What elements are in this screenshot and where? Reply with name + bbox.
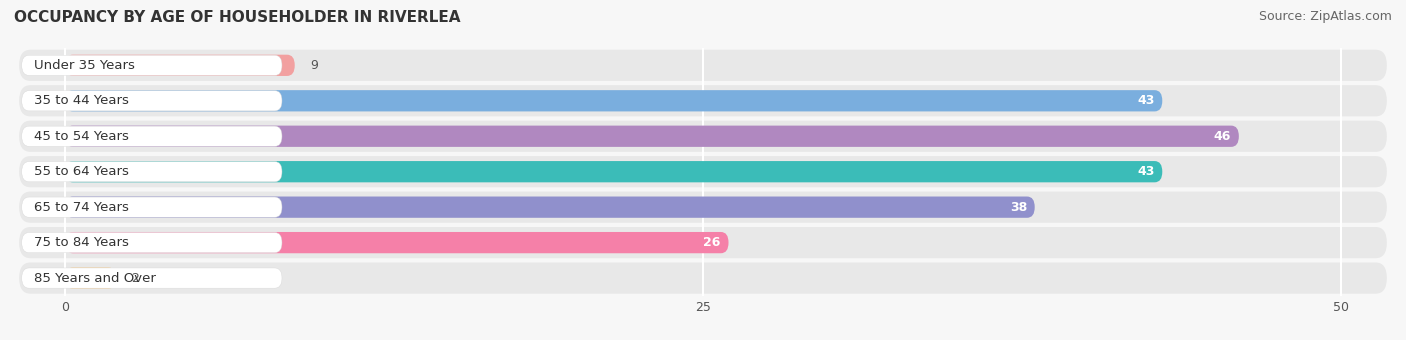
- FancyBboxPatch shape: [20, 227, 1386, 258]
- FancyBboxPatch shape: [20, 191, 1386, 223]
- FancyBboxPatch shape: [21, 91, 283, 111]
- FancyBboxPatch shape: [65, 55, 295, 76]
- FancyBboxPatch shape: [20, 156, 1386, 187]
- Text: Source: ZipAtlas.com: Source: ZipAtlas.com: [1258, 10, 1392, 23]
- FancyBboxPatch shape: [21, 268, 283, 288]
- FancyBboxPatch shape: [65, 90, 1163, 112]
- Text: 55 to 64 Years: 55 to 64 Years: [35, 165, 129, 178]
- FancyBboxPatch shape: [65, 197, 1035, 218]
- FancyBboxPatch shape: [21, 55, 283, 75]
- Text: OCCUPANCY BY AGE OF HOUSEHOLDER IN RIVERLEA: OCCUPANCY BY AGE OF HOUSEHOLDER IN RIVER…: [14, 10, 461, 25]
- Text: 45 to 54 Years: 45 to 54 Years: [35, 130, 129, 143]
- Text: 85 Years and Over: 85 Years and Over: [35, 272, 156, 285]
- FancyBboxPatch shape: [20, 50, 1386, 81]
- Text: 43: 43: [1137, 94, 1154, 107]
- Text: 75 to 84 Years: 75 to 84 Years: [35, 236, 129, 249]
- Text: 26: 26: [703, 236, 721, 249]
- FancyBboxPatch shape: [65, 125, 1239, 147]
- FancyBboxPatch shape: [21, 126, 283, 146]
- FancyBboxPatch shape: [20, 85, 1386, 116]
- Text: 9: 9: [311, 59, 318, 72]
- Text: Under 35 Years: Under 35 Years: [35, 59, 135, 72]
- FancyBboxPatch shape: [20, 262, 1386, 294]
- Text: 65 to 74 Years: 65 to 74 Years: [35, 201, 129, 214]
- FancyBboxPatch shape: [21, 233, 283, 253]
- Text: 2: 2: [131, 272, 139, 285]
- FancyBboxPatch shape: [65, 161, 1163, 182]
- FancyBboxPatch shape: [21, 197, 283, 217]
- FancyBboxPatch shape: [65, 268, 117, 289]
- Text: 46: 46: [1213, 130, 1232, 143]
- Text: 35 to 44 Years: 35 to 44 Years: [35, 94, 129, 107]
- Text: 38: 38: [1010, 201, 1026, 214]
- FancyBboxPatch shape: [20, 121, 1386, 152]
- FancyBboxPatch shape: [65, 232, 728, 253]
- Text: 43: 43: [1137, 165, 1154, 178]
- FancyBboxPatch shape: [21, 162, 283, 182]
